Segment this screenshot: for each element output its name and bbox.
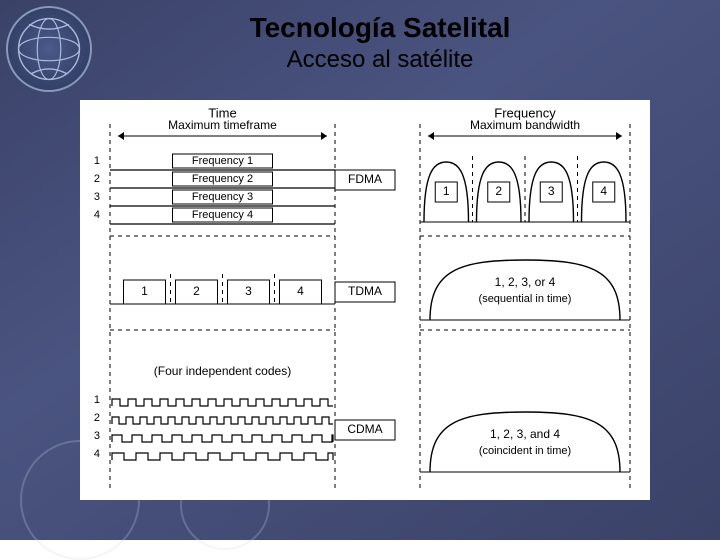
svg-text:4: 4 [94,209,100,221]
svg-text:(coincident in time): (coincident in time) [479,445,571,457]
svg-text:4: 4 [297,284,304,298]
svg-text:Frequency 1: Frequency 1 [192,155,253,167]
svg-text:1, 2, 3, or 4: 1, 2, 3, or 4 [495,275,556,289]
svg-text:3: 3 [245,284,252,298]
icao-logo [6,6,92,92]
svg-text:Maximum bandwidth: Maximum bandwidth [470,118,580,132]
svg-text:4: 4 [600,184,607,198]
svg-text:2: 2 [94,173,100,185]
slide-background: Tecnología Satelital Acceso al satélite … [0,0,720,540]
slide-title: Tecnología Satelital [170,12,590,44]
svg-text:Frequency 3: Frequency 3 [192,191,253,203]
access-diagram: TimeFrequencyMaximum timeframeMaximum ba… [80,100,650,500]
svg-text:4: 4 [94,448,100,460]
svg-text:TDMA: TDMA [348,284,382,298]
slide-subtitle: Acceso al satélite [170,46,590,74]
title-block: Tecnología Satelital Acceso al satélite [170,12,590,74]
svg-text:3: 3 [94,430,100,442]
svg-text:1, 2, 3, and 4: 1, 2, 3, and 4 [490,427,560,441]
svg-text:1: 1 [443,184,450,198]
svg-text:3: 3 [94,191,100,203]
svg-text:3: 3 [548,184,555,198]
svg-text:1: 1 [94,394,100,406]
svg-text:Frequency 4: Frequency 4 [192,209,253,221]
svg-text:Frequency 2: Frequency 2 [192,173,253,185]
svg-text:(sequential in time): (sequential in time) [479,293,572,305]
svg-text:FDMA: FDMA [348,172,382,186]
svg-text:CDMA: CDMA [347,422,382,436]
svg-text:(Four independent codes): (Four independent codes) [154,364,291,378]
svg-text:1: 1 [141,284,148,298]
svg-text:2: 2 [495,184,502,198]
svg-text:2: 2 [193,284,200,298]
svg-text:Maximum timeframe: Maximum timeframe [168,118,277,132]
svg-text:2: 2 [94,412,100,424]
svg-text:1: 1 [94,155,100,167]
